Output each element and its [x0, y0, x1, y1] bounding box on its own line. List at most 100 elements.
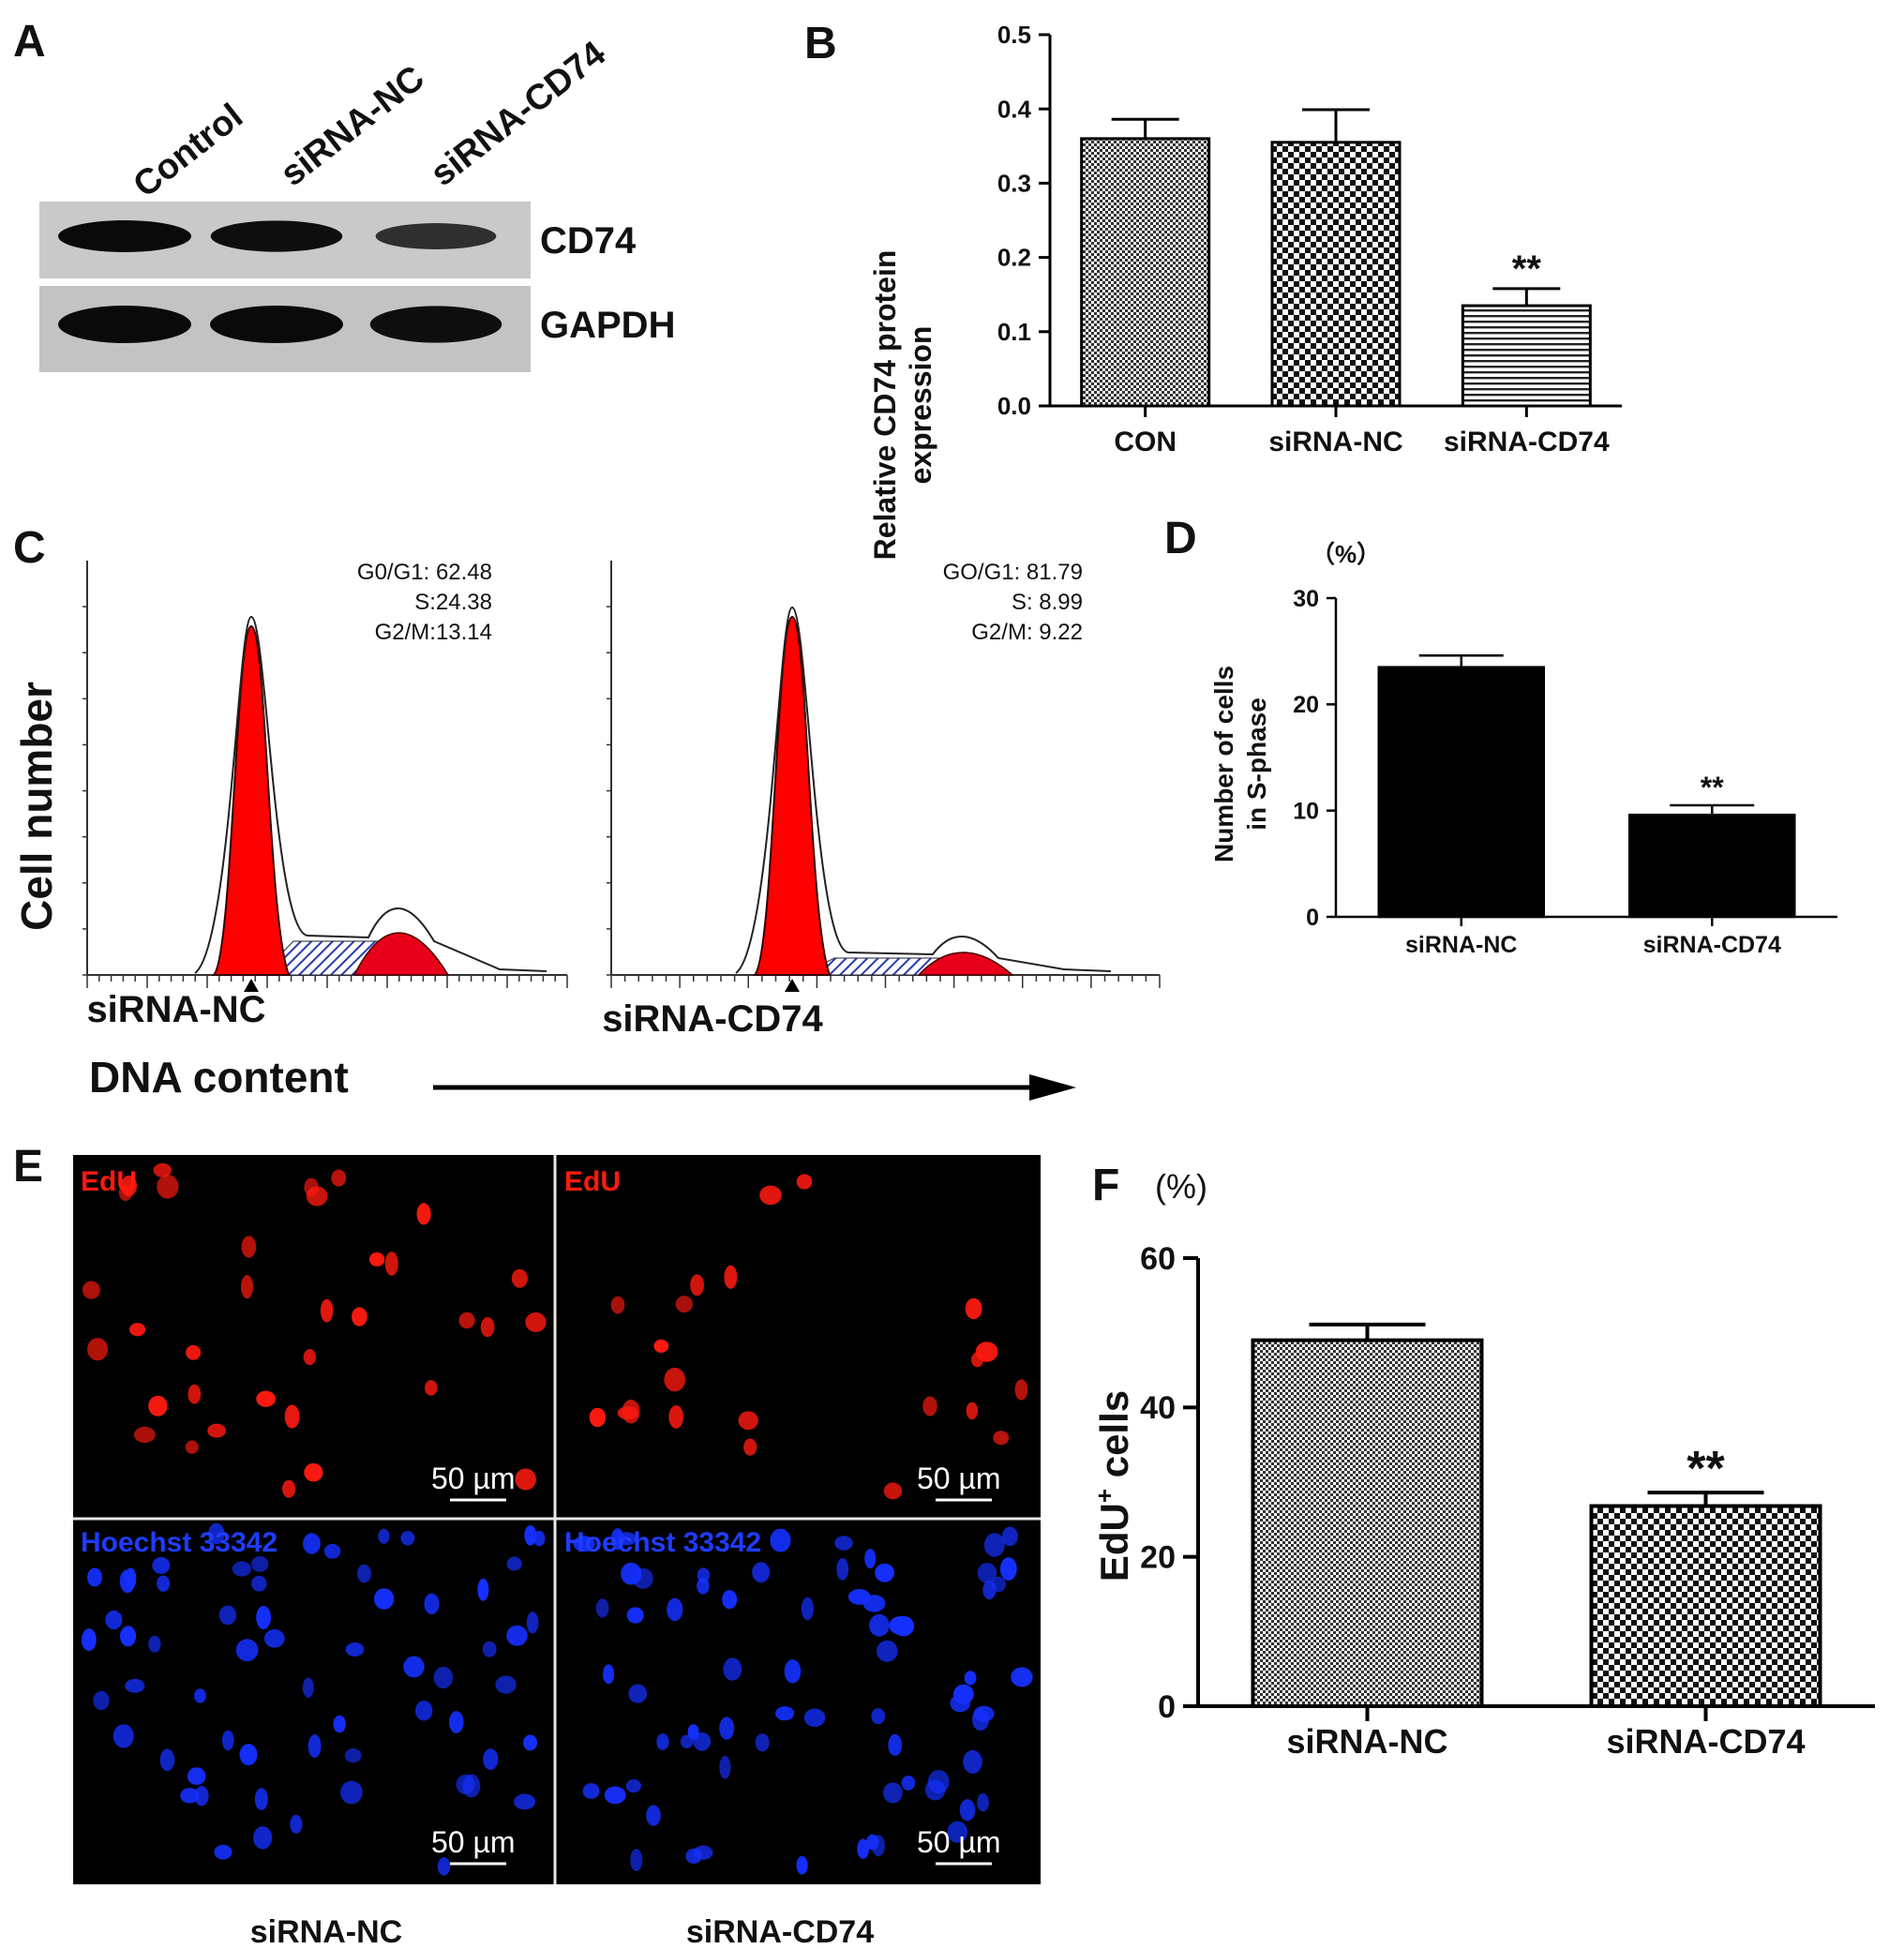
- cell-nucleus: [622, 1399, 640, 1424]
- cell-nucleus: [483, 1748, 499, 1770]
- bar: [1270, 141, 1402, 408]
- cell-nucleus: [857, 1838, 870, 1859]
- cell-nucleus: [834, 1536, 853, 1551]
- cell-nucleus: [87, 1567, 102, 1587]
- cell-nucleus: [153, 1162, 172, 1177]
- cell-nucleus: [82, 1628, 97, 1652]
- cell-nucleus: [690, 1274, 704, 1297]
- hist-envelope: [194, 615, 547, 974]
- cell-nucleus: [573, 1536, 595, 1552]
- cell-nucleus: [194, 1786, 209, 1807]
- cell-nucleus: [626, 1607, 644, 1624]
- panel-d: D （%） Number of cells in S-phase 0 10 20 30…: [1164, 514, 1837, 958]
- y-tick-label: 0.2: [997, 244, 1031, 272]
- cell-nucleus: [148, 1395, 168, 1417]
- cell-nucleus: [511, 1268, 529, 1288]
- cell-nucleus: [653, 1339, 669, 1353]
- x-category-label: siRNA-NC: [1405, 932, 1517, 958]
- cell-nucleus: [680, 1734, 694, 1749]
- chart-f-ylabel-main: EdU: [1092, 1503, 1136, 1582]
- cell-nucleus: [187, 1767, 206, 1785]
- histogram-label-sirna-nc: siRNA-NC: [86, 989, 265, 1030]
- cell-nucleus: [610, 1528, 624, 1551]
- cell-nucleus: [495, 1675, 517, 1694]
- cell-nucleus: [449, 1711, 464, 1733]
- cell-nucleus: [514, 1793, 536, 1810]
- cell-nucleus: [675, 1296, 693, 1313]
- cell-nucleus: [125, 1678, 145, 1693]
- chart-f-ylabel-sup: +: [1090, 1489, 1118, 1503]
- cell-nucleus: [877, 1640, 898, 1662]
- cell-nucleus: [93, 1690, 110, 1711]
- cell-nucleus: [656, 1733, 669, 1750]
- cell-nucleus: [323, 1543, 341, 1559]
- cell-nucleus: [87, 1338, 109, 1361]
- scale-bar-hoechst-cd74: 50 µm: [917, 1825, 1001, 1866]
- cell-nucleus: [221, 1730, 234, 1751]
- y-tick-label: 0.3: [997, 170, 1031, 198]
- chart-d-ylabel: Number of cells in S-phase: [1209, 666, 1271, 862]
- cell-nucleus: [836, 1557, 849, 1581]
- cell-nucleus: [524, 1525, 537, 1546]
- cell-nucleus: [796, 1855, 808, 1875]
- cell-nucleus: [480, 1317, 495, 1338]
- cell-nucleus: [424, 1593, 440, 1615]
- cell-nucleus: [232, 1561, 251, 1577]
- dna-content-arrowhead: [1029, 1074, 1076, 1101]
- x-category-label: siRNA-CD74: [1606, 1722, 1805, 1761]
- panel-label-b: B: [804, 19, 837, 68]
- cell-nucleus: [999, 1557, 1017, 1581]
- cell-nucleus: [253, 1826, 273, 1850]
- y-tick-label: 0.0: [997, 392, 1031, 420]
- cell-nucleus: [251, 1575, 267, 1592]
- hist-g1-peak: [211, 624, 291, 976]
- histogram-ylabel: Cell number: [12, 682, 61, 931]
- cell-nucleus: [239, 1744, 258, 1766]
- panel-label-e: E: [13, 1142, 43, 1192]
- lane-label-sirna-cd74: siRNA-CD74: [424, 34, 613, 194]
- cell-nucleus: [105, 1610, 123, 1630]
- cell-nucleus: [927, 1770, 950, 1794]
- cell-nucleus: [302, 1677, 314, 1698]
- significance-label: **: [1687, 1442, 1725, 1496]
- chart-f-ylabel: EdU+ cells: [1090, 1390, 1136, 1582]
- bar: [1461, 304, 1592, 408]
- cell-nucleus: [304, 1177, 319, 1197]
- cell-nucleus: [625, 1779, 642, 1793]
- cell-nucleus: [214, 1844, 232, 1860]
- blot-band: [210, 306, 343, 343]
- cell-nucleus: [667, 1597, 683, 1622]
- cell-nucleus: [664, 1367, 685, 1392]
- channel-label-hoechst-cd74: Hoechst 33342: [564, 1527, 761, 1558]
- y-tick-label: 40: [1140, 1390, 1176, 1426]
- panel-label-a: A: [13, 17, 46, 67]
- hist-stat-label: G0/G1: 62.48: [357, 560, 492, 585]
- cell-nucleus: [784, 1659, 802, 1684]
- cell-nucleus: [403, 1656, 425, 1678]
- panel-f: F (%) EdU+ cells 0 20 40 60 siRNA-NC siRNA-CD…: [1090, 1161, 1875, 1761]
- cell-nucleus: [668, 1405, 683, 1429]
- micrograph-cells: [82, 1162, 1033, 1876]
- panel-label-c: C: [13, 523, 46, 573]
- cell-nucleus: [251, 1556, 269, 1572]
- cell-nucleus: [803, 1708, 826, 1728]
- cell-nucleus: [604, 1786, 626, 1805]
- panel-label-f: F: [1092, 1161, 1119, 1210]
- cell-nucleus: [400, 1531, 415, 1546]
- cell-nucleus: [966, 1402, 979, 1420]
- cell-nucleus: [947, 1821, 968, 1843]
- cell-nucleus: [345, 1642, 365, 1657]
- cell-nucleus: [241, 1275, 253, 1299]
- cell-nucleus: [525, 1312, 547, 1332]
- cell-nucleus: [208, 1522, 225, 1545]
- scale-bar-label: 50 µm: [431, 1825, 516, 1859]
- cell-nucleus: [752, 1562, 771, 1583]
- x-category-label: siRNA-CD74: [1444, 427, 1610, 457]
- cell-nucleus: [965, 1297, 982, 1320]
- chart-d-ylabel-line1: Number of cells: [1209, 666, 1238, 862]
- cell-nucleus: [738, 1411, 758, 1431]
- cell-nucleus: [180, 1788, 200, 1804]
- y-tick-label: 0.5: [997, 21, 1031, 49]
- cell-nucleus: [723, 1657, 742, 1681]
- x-category-label: siRNA-NC: [1268, 427, 1402, 457]
